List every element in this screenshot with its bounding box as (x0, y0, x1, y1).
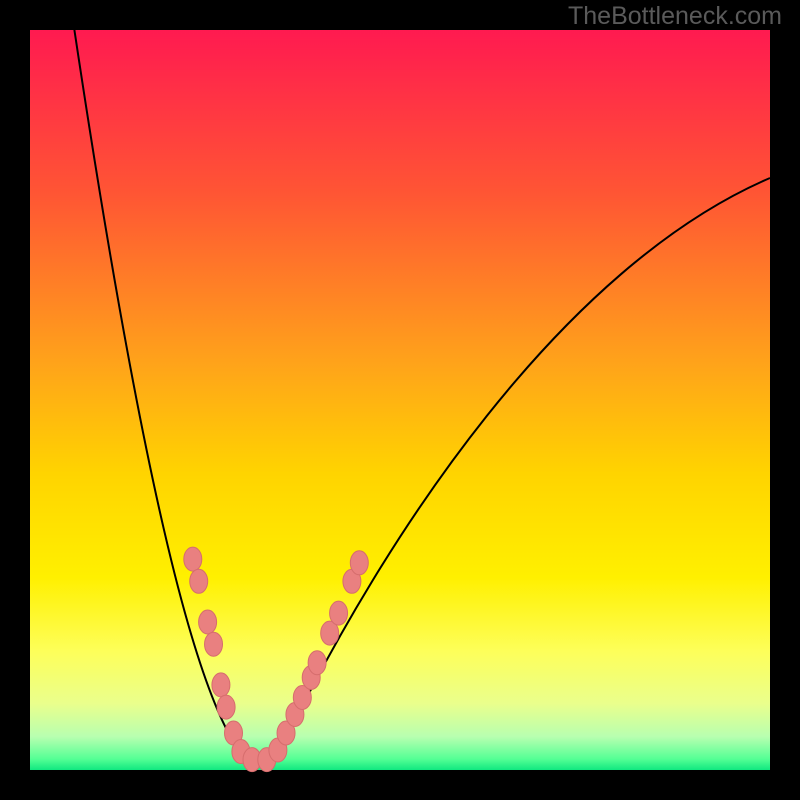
data-marker (308, 651, 326, 675)
data-marker (184, 547, 202, 571)
watermark-text: TheBottleneck.com (568, 2, 782, 31)
chart-frame: TheBottleneck.com (0, 0, 800, 800)
data-marker (217, 695, 235, 719)
data-marker (199, 610, 217, 634)
data-marker (330, 601, 348, 625)
data-marker (350, 551, 368, 575)
data-marker (190, 569, 208, 593)
plot-background (30, 30, 770, 770)
data-marker (212, 673, 230, 697)
bottleneck-chart (0, 0, 800, 800)
data-marker (205, 632, 223, 656)
